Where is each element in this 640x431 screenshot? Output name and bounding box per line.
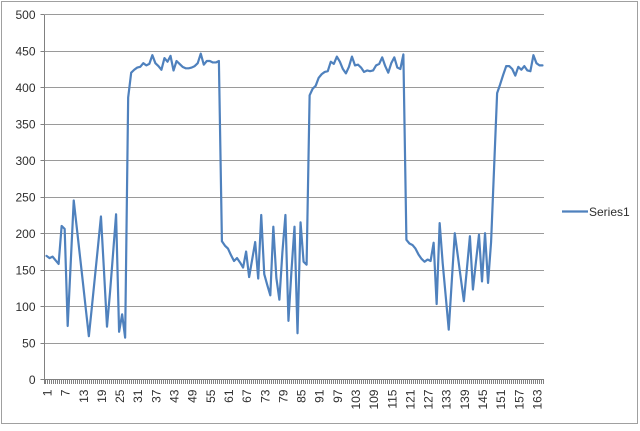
svg-text:150: 150 bbox=[15, 264, 35, 278]
svg-text:7: 7 bbox=[59, 389, 73, 396]
svg-text:1: 1 bbox=[41, 389, 55, 396]
svg-text:31: 31 bbox=[131, 389, 145, 403]
svg-text:500: 500 bbox=[15, 8, 35, 22]
svg-text:145: 145 bbox=[476, 389, 490, 409]
svg-text:67: 67 bbox=[240, 389, 254, 403]
svg-text:43: 43 bbox=[168, 389, 182, 403]
svg-text:100: 100 bbox=[15, 300, 35, 314]
svg-text:25: 25 bbox=[113, 389, 127, 403]
svg-text:19: 19 bbox=[95, 389, 109, 403]
svg-text:350: 350 bbox=[15, 118, 35, 132]
svg-text:50: 50 bbox=[22, 337, 36, 351]
svg-text:450: 450 bbox=[15, 45, 35, 59]
svg-text:61: 61 bbox=[222, 389, 236, 403]
svg-text:91: 91 bbox=[313, 389, 327, 403]
svg-text:250: 250 bbox=[15, 191, 35, 205]
svg-text:115: 115 bbox=[385, 389, 399, 408]
svg-text:157: 157 bbox=[512, 389, 526, 409]
svg-text:109: 109 bbox=[367, 389, 381, 409]
svg-text:163: 163 bbox=[530, 389, 544, 409]
svg-text:Series1: Series1 bbox=[589, 205, 630, 219]
svg-text:97: 97 bbox=[331, 389, 345, 403]
svg-text:79: 79 bbox=[276, 389, 290, 403]
svg-text:133: 133 bbox=[440, 389, 454, 409]
svg-text:49: 49 bbox=[186, 389, 200, 403]
svg-text:73: 73 bbox=[258, 389, 272, 403]
svg-text:55: 55 bbox=[204, 389, 218, 403]
svg-text:139: 139 bbox=[458, 389, 472, 409]
svg-text:103: 103 bbox=[349, 389, 363, 409]
svg-text:0: 0 bbox=[29, 373, 36, 387]
svg-text:151: 151 bbox=[494, 389, 508, 409]
svg-text:13: 13 bbox=[77, 389, 91, 403]
svg-text:121: 121 bbox=[403, 389, 417, 409]
svg-text:300: 300 bbox=[15, 154, 35, 168]
svg-text:400: 400 bbox=[15, 81, 35, 95]
svg-text:37: 37 bbox=[149, 389, 163, 403]
svg-text:200: 200 bbox=[15, 227, 35, 241]
svg-text:85: 85 bbox=[295, 389, 309, 403]
svg-text:127: 127 bbox=[422, 389, 436, 409]
